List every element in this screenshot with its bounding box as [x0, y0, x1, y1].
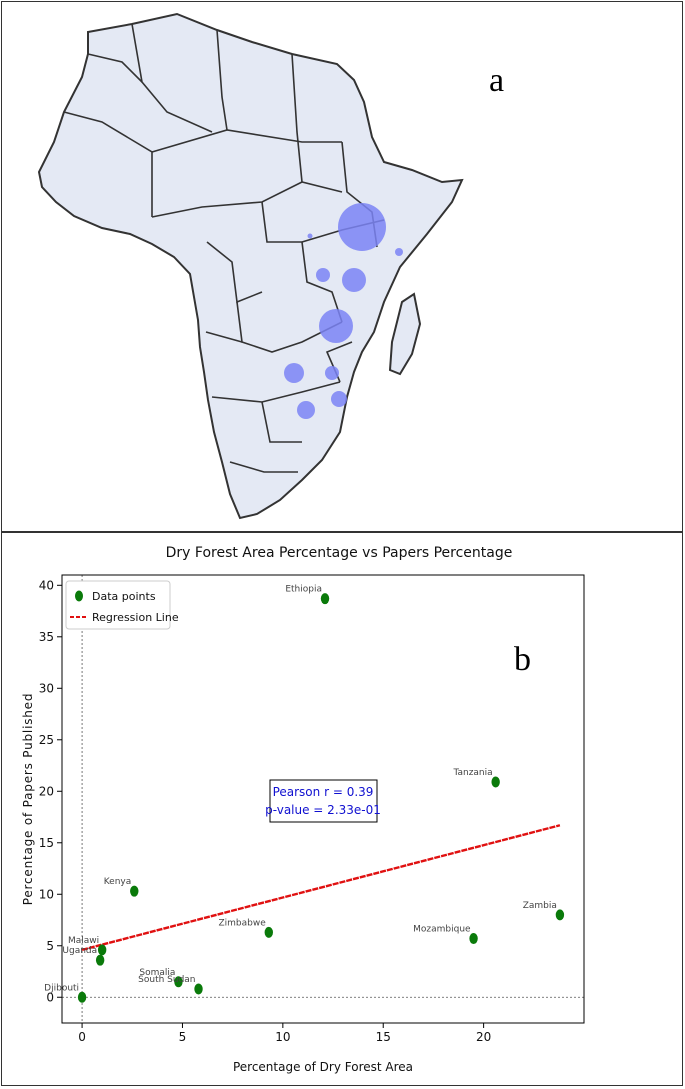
- y-axis-ticks: 0 5 10 15 20 25 30 35 40: [39, 578, 62, 1004]
- country-border-10: [206, 241, 263, 304]
- point-label-ethiopia: Ethiopia: [285, 585, 322, 595]
- point-somalia: [174, 976, 183, 988]
- africa-land: [37, 12, 464, 520]
- country-border-2: [291, 53, 303, 183]
- point-uganda: [95, 954, 105, 966]
- y-axis-label: Percentage of Papers Published: [21, 693, 35, 906]
- legend-label-points: Data points: [92, 590, 156, 603]
- africa-outline: [37, 12, 464, 520]
- y-tick-label-25: 25: [39, 733, 54, 747]
- country-border-3: [87, 53, 143, 83]
- country-border-8: [261, 201, 302, 243]
- bubble-tanzania: [319, 309, 353, 343]
- point-label-uganda: Uganda: [62, 946, 97, 956]
- point-label-somalia: Somalia: [139, 968, 175, 978]
- x-tick-label-15: 15: [376, 1030, 391, 1044]
- point-label-malawi: Malawi: [68, 936, 99, 946]
- bubble-mozambique: [331, 391, 347, 407]
- x-tick-label-20: 20: [476, 1030, 491, 1044]
- country-border-5: [151, 129, 342, 153]
- country-border-15: [261, 401, 302, 443]
- point-djibouti: [77, 991, 87, 1003]
- legend-label-regression: Regression Line: [92, 611, 179, 624]
- point-south-sudan: [194, 983, 203, 995]
- point-label-mozambique: Mozambique: [413, 925, 471, 935]
- bubble-ethiopia: [338, 203, 386, 251]
- bubble-zambia: [284, 363, 304, 383]
- bubble-kenya: [342, 268, 366, 292]
- madagascar-outline: [388, 292, 422, 376]
- point-label-zambia: Zambia: [523, 901, 557, 911]
- y-tick-label-35: 35: [39, 630, 54, 644]
- legend-marker-points: [75, 590, 83, 602]
- x-tick-label-10: 10: [275, 1030, 290, 1044]
- regression-line: [81, 824, 561, 952]
- stats-pearson: Pearson r = 0.39: [273, 785, 374, 799]
- panel-b-chart: Dry Forest Area Percentage vs Papers Per…: [1, 532, 683, 1086]
- bubble-malawi: [325, 366, 339, 380]
- point-ethiopia: [320, 593, 330, 605]
- y-tick-label-10: 10: [39, 887, 54, 901]
- point-tanzania: [491, 776, 500, 788]
- panel-a-letter: a: [489, 62, 505, 99]
- bubble-zimbabwe: [297, 401, 315, 419]
- paper-bubbles: [284, 203, 403, 419]
- country-border-4: [63, 111, 153, 217]
- point-label-djibouti: Djibouti: [44, 983, 79, 993]
- y-tick-label-5: 5: [46, 939, 54, 953]
- pearson-stats-box: Pearson r = 0.39 p-value = 2.33e-01: [265, 779, 381, 823]
- regression-path: [81, 824, 561, 952]
- y-tick-label-15: 15: [39, 836, 54, 850]
- x-axis-label: Percentage of Dry Forest Area: [233, 1060, 413, 1074]
- bubble-somalia: [395, 248, 403, 256]
- country-border-12: [236, 301, 343, 353]
- reference-lines: [62, 575, 584, 1023]
- country-border-1: [216, 29, 228, 131]
- panel-b-letter: b: [514, 641, 531, 678]
- country-border-11: [301, 241, 343, 323]
- panel-a-map: a: [1, 1, 683, 532]
- point-labels: Ethiopia Tanzania Kenya Zambia Zimbabwe Mozam…: [44, 585, 557, 994]
- point-kenya: [130, 885, 139, 897]
- country-border-14: [211, 381, 341, 403]
- country-border-17: [229, 461, 298, 473]
- point-malawi: [97, 944, 107, 956]
- plot-frame: [61, 574, 585, 1024]
- y-tick-label-0: 0: [46, 990, 54, 1004]
- point-label-south-sudan: South Sudan: [138, 975, 195, 985]
- africa-map: [37, 12, 464, 520]
- chart-legend: Data points Regression Line: [65, 580, 179, 630]
- point-zambia: [555, 909, 565, 921]
- x-tick-label-5: 5: [179, 1030, 187, 1044]
- country-border-13: [205, 331, 243, 343]
- y-tick-label-30: 30: [39, 681, 54, 695]
- x-axis-ticks: 0 5 10 15 20: [78, 1023, 491, 1044]
- y-tick-label-40: 40: [39, 578, 54, 592]
- point-label-zimbabwe: Zimbabwe: [219, 918, 267, 928]
- stats-p-value: p-value = 2.33e-01: [265, 803, 381, 817]
- y-tick-label-20: 20: [39, 784, 54, 798]
- point-mozambique: [469, 933, 478, 945]
- country-border-0: [131, 23, 213, 133]
- point-label-tanzania: Tanzania: [452, 768, 492, 778]
- bubble-south-sudan: [307, 233, 313, 239]
- scatter-chart: Dry Forest Area Percentage vs Papers Per…: [21, 545, 585, 1074]
- x-tick-label-0: 0: [78, 1030, 86, 1044]
- country-borders: [63, 23, 385, 473]
- legend-box: [65, 580, 171, 630]
- stats-box-frame: [269, 779, 378, 823]
- point-label-kenya: Kenya: [104, 877, 132, 887]
- chart-title: Dry Forest Area Percentage vs Papers Per…: [166, 545, 513, 561]
- data-points: [77, 593, 565, 1003]
- point-zimbabwe: [264, 926, 273, 938]
- bubble-uganda: [316, 268, 330, 282]
